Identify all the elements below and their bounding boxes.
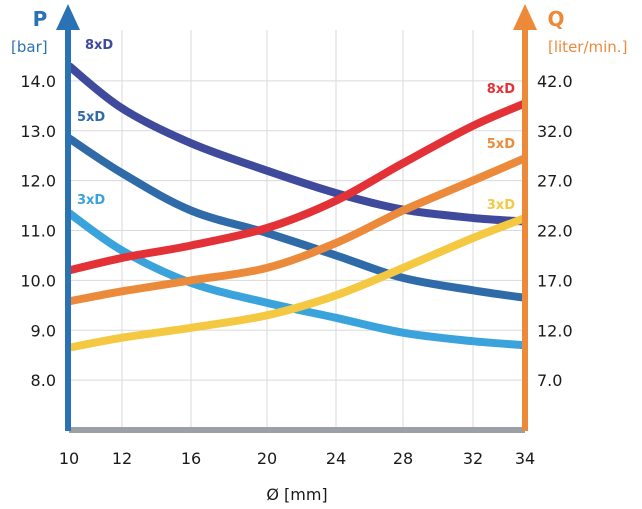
right-tick-label: 7.0 — [537, 371, 562, 390]
left-axis-unit: [bar] — [11, 38, 48, 56]
x-tick-label: 32 — [463, 449, 483, 468]
x-tick-label: 20 — [257, 449, 277, 468]
right-tick-label: 17.0 — [537, 271, 573, 290]
series-line-p-5xd — [66, 134, 526, 302]
x-tick-label: 10 — [59, 449, 79, 468]
x-axis-label: Ø [mm] — [266, 485, 327, 504]
left-tick-label: 10.0 — [20, 271, 56, 290]
series-layer — [66, 62, 527, 352]
right-axis-unit: [liter/min.] — [548, 38, 627, 56]
left-axis-symbol: P — [33, 7, 48, 31]
series-label-p-3xd: 3xD — [77, 193, 105, 208]
axes — [56, 4, 537, 433]
series-label-q-8xd: 8xD — [487, 82, 515, 97]
left-tick-label: 14.0 — [20, 72, 56, 91]
series-label-p-8xd: 8xD — [85, 38, 113, 53]
series-label-q-3xd: 3xD — [487, 198, 515, 213]
left-tick-label: 11.0 — [20, 222, 56, 241]
series-label-q-5xd: 5xD — [487, 137, 515, 152]
x-tick-label: 12 — [112, 449, 132, 468]
right-axis-symbol: Q — [547, 7, 564, 31]
grid — [68, 30, 526, 429]
right-tick-label: 32.0 — [537, 122, 573, 141]
left-tick-label: 13.0 — [20, 122, 56, 141]
right-tick-label: 27.0 — [537, 172, 573, 191]
series-label-p-5xd: 5xD — [77, 110, 105, 125]
left-tick-label: 8.0 — [31, 371, 56, 390]
left-tick-label: 12.0 — [20, 172, 56, 191]
x-tick-label: 16 — [181, 449, 201, 468]
left-axis-line — [65, 28, 71, 431]
series-line-q-8xd — [68, 99, 527, 275]
x-tick-label: 34 — [515, 449, 535, 468]
x-tick-label: 28 — [393, 449, 413, 468]
left-axis-arrow — [56, 4, 80, 30]
series-line-q-3xd — [68, 214, 527, 352]
left-tick-label: 9.0 — [31, 321, 56, 340]
x-tick-label: 24 — [326, 449, 346, 468]
labels: 8xD 5xD 3xD 8xD 5xD 3xD 10 12 16 20 24 28 32 34 8.0 9.0… — [20, 38, 572, 468]
x-axis-line — [69, 427, 525, 433]
series-line-p-3xd — [66, 209, 526, 350]
series-line-p-8xd — [66, 62, 526, 226]
right-axis-line — [522, 28, 528, 431]
right-tick-label: 42.0 — [537, 72, 573, 91]
series-line-q-5xd — [68, 154, 527, 306]
right-tick-label: 22.0 — [537, 222, 573, 241]
right-tick-label: 12.0 — [537, 321, 573, 340]
right-axis-arrow — [513, 4, 537, 30]
